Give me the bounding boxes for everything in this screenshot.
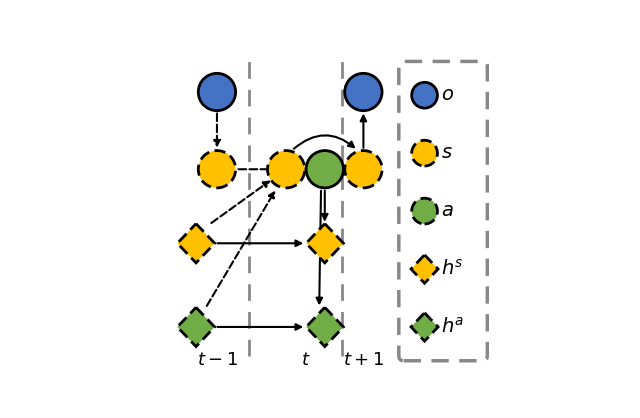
FancyArrowPatch shape xyxy=(218,324,301,330)
Polygon shape xyxy=(306,307,344,347)
Polygon shape xyxy=(306,224,344,263)
Text: $a$: $a$ xyxy=(441,202,453,220)
FancyArrowPatch shape xyxy=(360,116,366,148)
Polygon shape xyxy=(411,255,438,283)
Polygon shape xyxy=(177,307,214,347)
Text: $s$: $s$ xyxy=(441,144,452,162)
Circle shape xyxy=(306,150,344,188)
FancyArrowPatch shape xyxy=(218,240,301,246)
FancyBboxPatch shape xyxy=(399,61,487,361)
Circle shape xyxy=(198,150,236,188)
FancyArrowPatch shape xyxy=(214,113,220,145)
FancyArrowPatch shape xyxy=(207,192,274,306)
Circle shape xyxy=(268,150,305,188)
FancyArrowPatch shape xyxy=(211,181,269,223)
Text: $h^a$: $h^a$ xyxy=(441,317,464,337)
FancyArrowPatch shape xyxy=(298,166,305,172)
Circle shape xyxy=(412,198,437,224)
Polygon shape xyxy=(177,224,214,263)
Circle shape xyxy=(345,73,382,111)
FancyArrowPatch shape xyxy=(239,166,301,172)
Text: $t$: $t$ xyxy=(301,351,310,369)
Text: $t+1$: $t+1$ xyxy=(343,351,384,369)
Circle shape xyxy=(412,140,437,166)
Polygon shape xyxy=(411,313,438,341)
FancyArrowPatch shape xyxy=(317,191,322,303)
FancyArrowPatch shape xyxy=(337,166,344,172)
Circle shape xyxy=(412,82,437,108)
Circle shape xyxy=(345,150,382,188)
FancyArrowPatch shape xyxy=(322,191,328,219)
Text: $h^s$: $h^s$ xyxy=(441,259,463,279)
Text: $t-1$: $t-1$ xyxy=(196,351,237,369)
FancyArrowPatch shape xyxy=(294,135,354,149)
Circle shape xyxy=(198,73,236,111)
Text: $o$: $o$ xyxy=(441,86,454,104)
